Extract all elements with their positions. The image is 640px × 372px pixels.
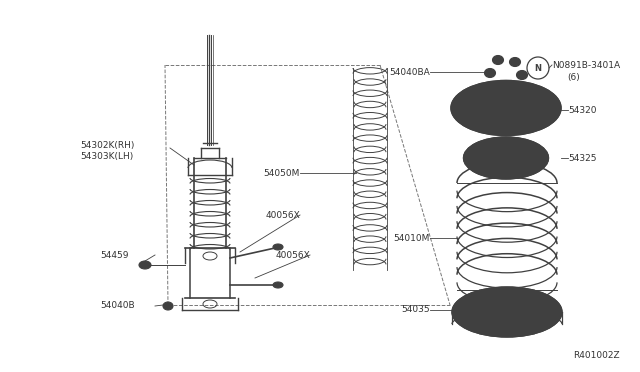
Ellipse shape — [273, 244, 283, 250]
Ellipse shape — [463, 137, 548, 179]
Ellipse shape — [492, 305, 522, 319]
Ellipse shape — [479, 299, 534, 324]
Ellipse shape — [273, 282, 283, 288]
Text: 54320: 54320 — [568, 106, 596, 115]
Ellipse shape — [139, 261, 151, 269]
Ellipse shape — [518, 72, 525, 78]
Ellipse shape — [533, 114, 545, 121]
Ellipse shape — [509, 58, 520, 67]
Ellipse shape — [478, 144, 534, 172]
Text: R401002Z: R401002Z — [573, 350, 620, 359]
Ellipse shape — [500, 86, 512, 93]
Ellipse shape — [516, 71, 527, 80]
Text: 54303K(LH): 54303K(LH) — [80, 151, 133, 160]
Ellipse shape — [492, 151, 520, 165]
Text: 54040BA: 54040BA — [389, 67, 430, 77]
Ellipse shape — [452, 287, 562, 337]
Text: 54325: 54325 — [568, 154, 596, 163]
Ellipse shape — [451, 80, 561, 135]
Ellipse shape — [467, 114, 479, 121]
Text: 54050M: 54050M — [264, 169, 300, 177]
Text: 54302K(RH): 54302K(RH) — [80, 141, 134, 150]
Text: 54040B: 54040B — [100, 301, 134, 311]
Ellipse shape — [486, 70, 493, 76]
Text: 54035: 54035 — [401, 305, 430, 314]
Ellipse shape — [488, 98, 524, 118]
Ellipse shape — [163, 302, 173, 310]
Text: 54459: 54459 — [100, 250, 129, 260]
Ellipse shape — [476, 92, 536, 124]
Text: 40056X: 40056X — [275, 250, 310, 260]
Text: (6): (6) — [567, 73, 580, 81]
Text: N0891B-3401A: N0891B-3401A — [552, 61, 620, 70]
Text: N: N — [534, 64, 541, 73]
Ellipse shape — [484, 68, 495, 77]
Text: 40056X: 40056X — [265, 211, 300, 219]
Text: 54010M: 54010M — [394, 234, 430, 243]
Ellipse shape — [493, 55, 504, 64]
